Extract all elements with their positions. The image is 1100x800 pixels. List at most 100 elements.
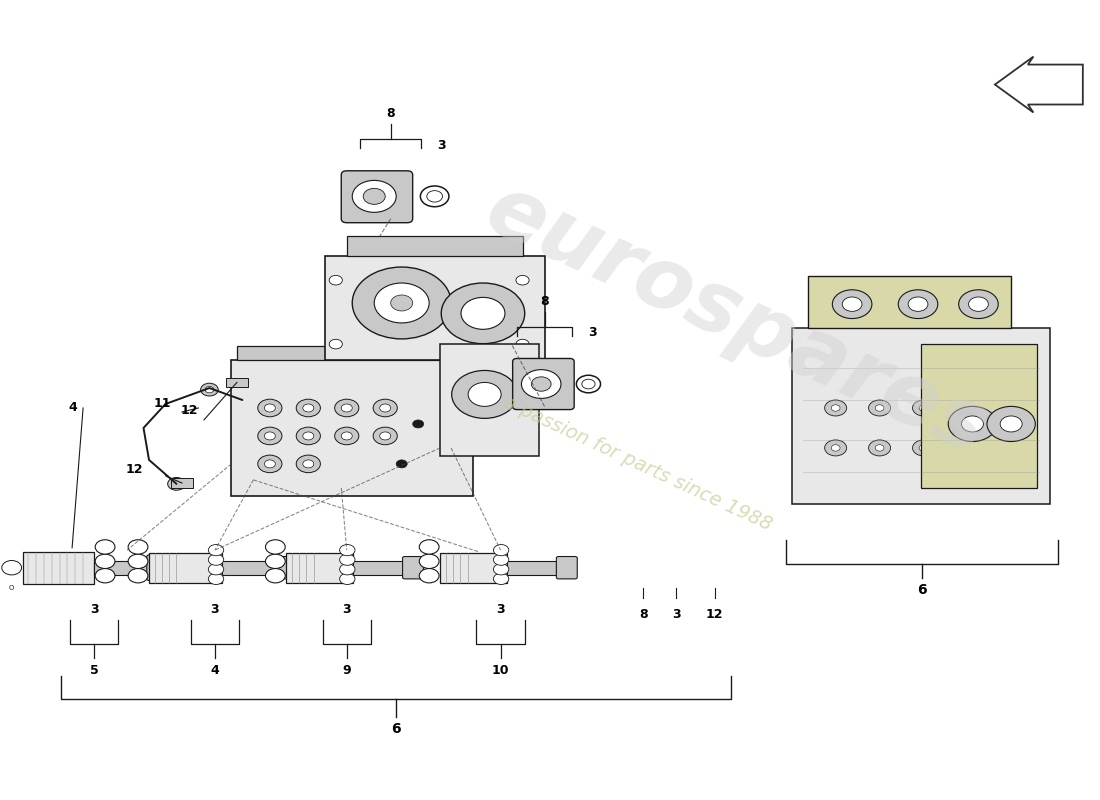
Bar (221, 561, 278, 575)
Bar (23, 552, 95, 584)
Circle shape (964, 405, 972, 411)
FancyBboxPatch shape (403, 557, 424, 579)
FancyBboxPatch shape (148, 553, 221, 583)
Text: 12: 12 (706, 608, 724, 621)
Bar (95, 561, 148, 575)
Bar (353, 561, 405, 575)
FancyBboxPatch shape (346, 236, 522, 256)
Circle shape (379, 432, 390, 440)
Text: 3: 3 (90, 602, 98, 616)
Circle shape (334, 427, 359, 445)
Circle shape (208, 564, 223, 575)
FancyBboxPatch shape (236, 346, 468, 360)
Text: 3: 3 (672, 608, 681, 621)
Circle shape (264, 460, 275, 468)
Circle shape (208, 574, 223, 585)
Text: 9: 9 (342, 664, 351, 678)
Circle shape (257, 399, 282, 417)
Circle shape (373, 399, 397, 417)
Circle shape (531, 377, 551, 391)
Text: 6: 6 (917, 583, 926, 597)
Text: 10: 10 (492, 664, 509, 678)
Circle shape (379, 404, 390, 412)
Circle shape (363, 188, 385, 204)
Circle shape (412, 420, 424, 428)
Circle shape (172, 481, 180, 487)
Circle shape (128, 540, 147, 554)
Circle shape (264, 404, 275, 412)
Circle shape (469, 382, 502, 406)
Circle shape (302, 432, 313, 440)
Text: 4: 4 (210, 664, 219, 678)
Circle shape (257, 455, 282, 473)
Circle shape (296, 455, 320, 473)
Circle shape (373, 427, 397, 445)
Circle shape (832, 445, 840, 451)
Circle shape (964, 445, 972, 451)
Circle shape (352, 267, 451, 339)
Text: 3: 3 (588, 326, 597, 339)
Circle shape (521, 370, 561, 398)
Text: 3: 3 (496, 602, 505, 616)
Circle shape (876, 405, 884, 411)
Circle shape (96, 554, 114, 569)
Circle shape (494, 574, 509, 585)
FancyBboxPatch shape (286, 553, 353, 583)
Circle shape (374, 283, 429, 323)
Circle shape (987, 406, 1035, 442)
Text: 3: 3 (210, 602, 219, 616)
Circle shape (341, 432, 352, 440)
Circle shape (920, 405, 928, 411)
Circle shape (352, 180, 396, 212)
FancyBboxPatch shape (440, 344, 539, 456)
Circle shape (96, 540, 114, 554)
Circle shape (302, 404, 313, 412)
Circle shape (340, 564, 355, 575)
Text: eurospares: eurospares (473, 167, 1001, 473)
Circle shape (825, 440, 847, 456)
FancyBboxPatch shape (557, 557, 578, 579)
Circle shape (948, 406, 997, 442)
Circle shape (909, 297, 928, 311)
Circle shape (920, 445, 928, 451)
FancyBboxPatch shape (231, 360, 473, 496)
Circle shape (913, 400, 935, 416)
Circle shape (208, 554, 223, 566)
FancyBboxPatch shape (226, 378, 248, 387)
Circle shape (205, 386, 213, 393)
Circle shape (833, 290, 872, 318)
Text: 3: 3 (342, 602, 351, 616)
FancyBboxPatch shape (170, 478, 192, 488)
Circle shape (340, 554, 355, 566)
Circle shape (461, 298, 505, 330)
Text: 3: 3 (438, 138, 446, 152)
Circle shape (334, 399, 359, 417)
Text: O: O (9, 585, 14, 590)
Circle shape (957, 440, 979, 456)
Circle shape (128, 569, 147, 583)
Text: 8: 8 (540, 295, 549, 308)
Circle shape (128, 554, 147, 569)
FancyBboxPatch shape (513, 358, 574, 410)
Circle shape (396, 460, 407, 468)
FancyBboxPatch shape (276, 557, 297, 579)
Text: 4: 4 (69, 402, 78, 414)
Circle shape (494, 554, 509, 566)
Text: 12: 12 (180, 404, 198, 417)
Circle shape (200, 383, 218, 396)
Circle shape (2, 561, 22, 575)
Circle shape (452, 370, 518, 418)
FancyBboxPatch shape (921, 344, 1037, 488)
Circle shape (419, 569, 439, 583)
Circle shape (265, 540, 285, 554)
Circle shape (265, 554, 285, 569)
Circle shape (869, 440, 891, 456)
Bar (507, 561, 559, 575)
Circle shape (264, 432, 275, 440)
Circle shape (390, 295, 412, 311)
Circle shape (913, 440, 935, 456)
Circle shape (340, 574, 355, 585)
Text: 11: 11 (154, 398, 170, 410)
Circle shape (340, 545, 355, 556)
Circle shape (167, 478, 185, 490)
